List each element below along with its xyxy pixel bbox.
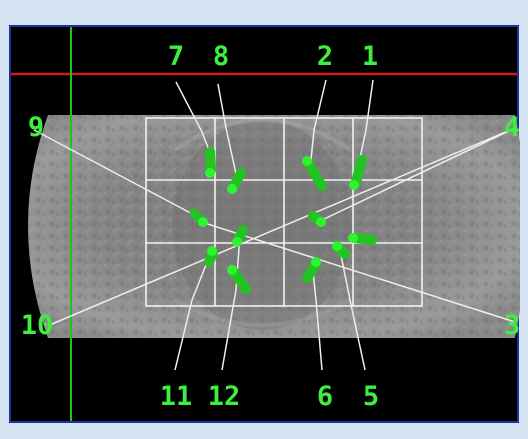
marker-9[interactable]: [189, 208, 208, 227]
marker-3[interactable]: [332, 241, 350, 259]
leader-lines: [33, 79, 516, 371]
label-9: 9: [28, 112, 44, 143]
marker-6[interactable]: [302, 257, 321, 283]
overlay-grid: [145, 117, 423, 307]
markers: [189, 147, 377, 294]
marker-4[interactable]: [308, 211, 326, 227]
label-5: 5: [363, 381, 379, 412]
marker-11[interactable]: [204, 246, 218, 267]
marker-2[interactable]: [302, 156, 327, 191]
marker-7[interactable]: [205, 147, 216, 178]
marker-5[interactable]: [348, 233, 377, 245]
label-3: 3: [504, 310, 520, 341]
marker-12a[interactable]: [232, 225, 248, 247]
label-2: 2: [317, 41, 333, 72]
label-10: 10: [21, 310, 54, 341]
marker-12[interactable]: [227, 265, 251, 294]
label-12: 12: [208, 381, 241, 412]
label-11: 11: [160, 381, 193, 412]
label-4: 4: [504, 112, 520, 143]
marker-8[interactable]: [227, 168, 246, 194]
label-7: 7: [168, 41, 184, 72]
marker-1[interactable]: [349, 155, 367, 190]
label-1: 1: [362, 41, 378, 72]
label-8: 8: [213, 41, 229, 72]
label-6: 6: [317, 381, 333, 412]
